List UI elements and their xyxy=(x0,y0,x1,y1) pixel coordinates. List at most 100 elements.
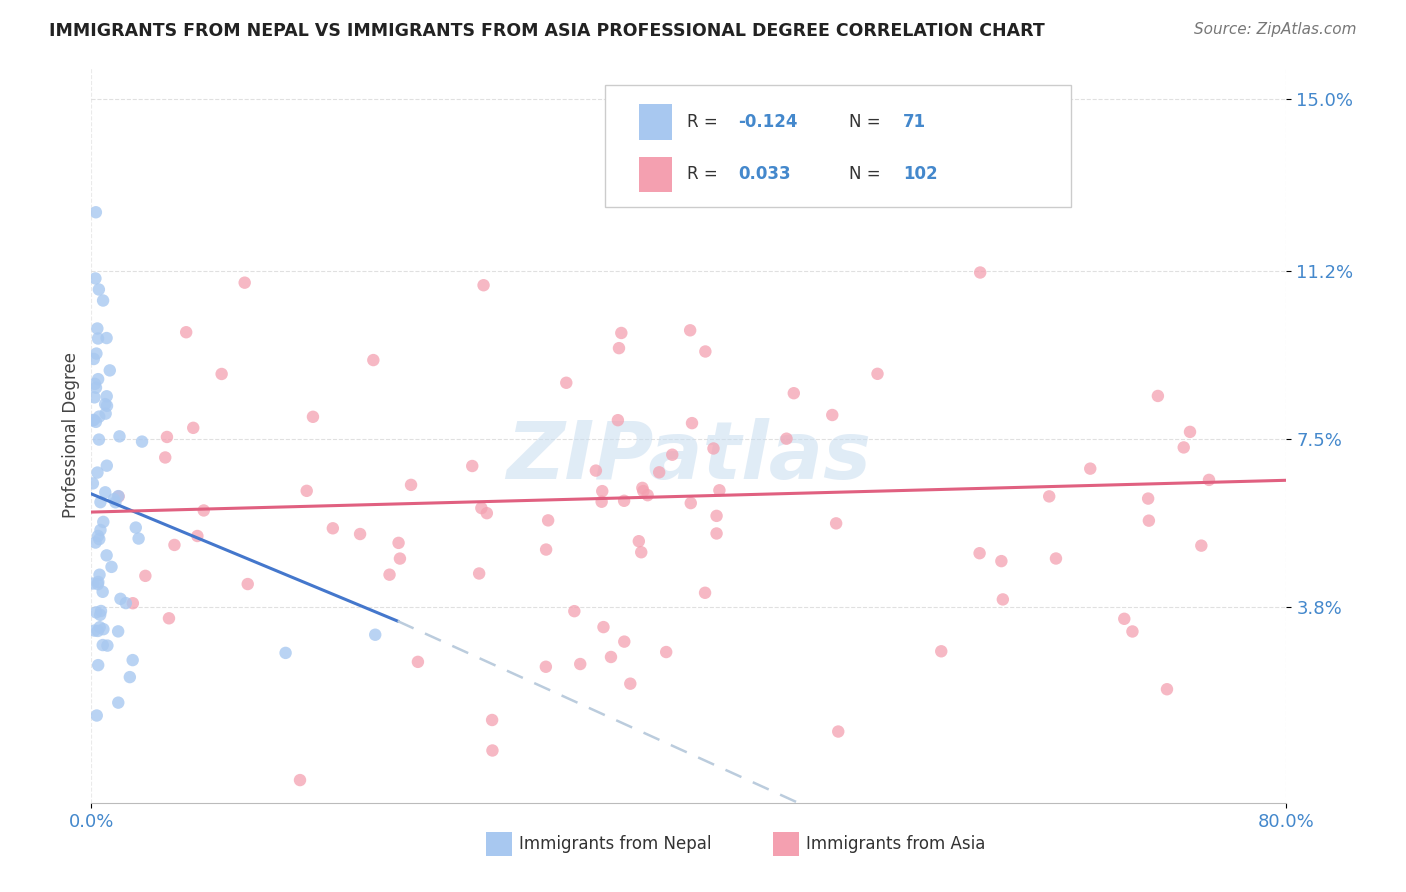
Point xyxy=(89,409,111,424)
Point xyxy=(468,566,491,581)
Point xyxy=(82,413,104,427)
Point xyxy=(89,495,111,509)
Point xyxy=(86,466,108,480)
Point xyxy=(96,458,118,473)
Point xyxy=(969,266,991,280)
Point xyxy=(681,416,703,430)
Point xyxy=(775,432,797,446)
Point xyxy=(87,658,110,673)
Point xyxy=(1137,514,1160,528)
Text: N =: N = xyxy=(849,113,886,131)
Text: IMMIGRANTS FROM NEPAL VS IMMIGRANTS FROM ASIA PROFESSIONAL DEGREE CORRELATION CH: IMMIGRANTS FROM NEPAL VS IMMIGRANTS FROM… xyxy=(49,22,1045,40)
Point xyxy=(134,569,156,583)
Bar xyxy=(638,104,672,140)
Point xyxy=(991,592,1014,607)
Point xyxy=(94,485,117,500)
Point xyxy=(661,448,683,462)
Point xyxy=(82,576,104,591)
Point xyxy=(89,523,111,537)
Point xyxy=(706,526,728,541)
Point xyxy=(600,650,623,665)
Point xyxy=(1147,389,1170,403)
Point xyxy=(613,634,636,648)
Point xyxy=(399,478,422,492)
Point xyxy=(606,413,628,427)
Point xyxy=(91,584,114,599)
Text: ZIPatlas: ZIPatlas xyxy=(506,418,872,496)
Point xyxy=(591,494,613,508)
Text: N =: N = xyxy=(849,165,886,183)
Text: R =: R = xyxy=(686,165,723,183)
Point xyxy=(475,506,498,520)
Point xyxy=(783,386,806,401)
Point xyxy=(90,604,112,618)
Point xyxy=(107,696,129,710)
Point xyxy=(87,433,110,447)
Point xyxy=(461,458,484,473)
Point xyxy=(470,501,492,516)
Point xyxy=(1173,441,1195,455)
Point xyxy=(233,276,256,290)
Point xyxy=(1039,139,1062,153)
Point xyxy=(1038,489,1060,503)
Point xyxy=(1198,473,1220,487)
Point xyxy=(633,484,655,499)
Point xyxy=(627,534,650,549)
Point xyxy=(1156,682,1178,697)
Point xyxy=(87,624,110,638)
Point xyxy=(174,325,197,339)
Point xyxy=(929,644,952,658)
Point xyxy=(630,545,652,559)
Point xyxy=(91,638,114,652)
Point xyxy=(534,659,557,673)
Point xyxy=(96,639,118,653)
Point xyxy=(121,653,143,667)
Point xyxy=(96,399,118,413)
Bar xyxy=(486,832,512,855)
Point xyxy=(585,464,607,478)
Point xyxy=(827,724,849,739)
Point xyxy=(83,351,105,366)
Point xyxy=(607,341,630,355)
Point xyxy=(363,353,385,368)
Text: Source: ZipAtlas.com: Source: ZipAtlas.com xyxy=(1194,22,1357,37)
Point xyxy=(86,346,108,360)
Point xyxy=(107,624,129,639)
FancyBboxPatch shape xyxy=(605,86,1071,207)
Point xyxy=(100,560,122,574)
Point xyxy=(481,713,503,727)
Point xyxy=(322,521,344,535)
Point xyxy=(709,483,731,498)
Point xyxy=(274,646,297,660)
Text: Immigrants from Nepal: Immigrants from Nepal xyxy=(519,835,711,853)
Point xyxy=(94,407,117,421)
Point xyxy=(990,554,1012,568)
Point xyxy=(648,465,671,479)
Point xyxy=(84,535,107,549)
Point xyxy=(84,381,107,395)
Point xyxy=(108,429,131,443)
Point xyxy=(89,620,111,634)
Text: R =: R = xyxy=(686,113,723,131)
Point xyxy=(107,490,129,504)
Point xyxy=(631,481,654,495)
Point xyxy=(302,409,325,424)
Text: 102: 102 xyxy=(903,165,938,183)
Point xyxy=(87,574,110,589)
Point xyxy=(84,205,107,219)
Point xyxy=(87,577,110,591)
Point xyxy=(537,513,560,527)
Point xyxy=(115,596,138,610)
Point xyxy=(89,607,111,622)
Point xyxy=(83,376,105,391)
Point xyxy=(110,591,132,606)
Y-axis label: Professional Degree: Professional Degree xyxy=(62,351,80,518)
Point xyxy=(693,586,716,600)
Point xyxy=(378,567,401,582)
Point xyxy=(613,493,636,508)
Point xyxy=(969,546,991,560)
Point xyxy=(87,372,110,386)
Point xyxy=(1078,461,1101,475)
Point xyxy=(866,367,889,381)
Point xyxy=(181,421,204,435)
